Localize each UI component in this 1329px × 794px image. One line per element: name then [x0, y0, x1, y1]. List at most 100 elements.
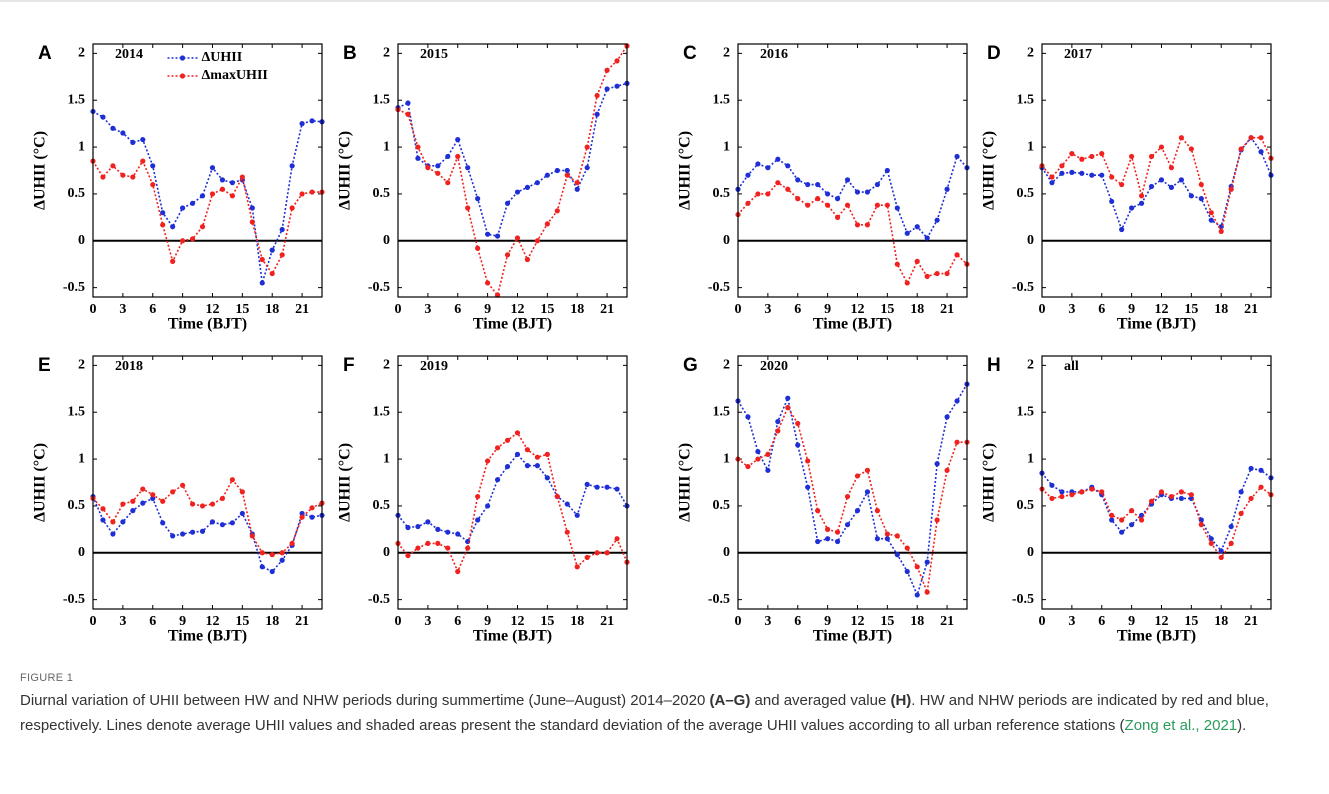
panel-title: 2015 [420, 47, 448, 62]
data-point [1099, 489, 1105, 495]
panel-letter: E [38, 355, 51, 376]
data-point [795, 442, 801, 448]
data-point [874, 508, 880, 514]
data-point [259, 550, 265, 556]
data-point [1069, 151, 1075, 157]
data-point [130, 498, 136, 504]
data-point [825, 191, 831, 197]
data-point [150, 181, 156, 188]
data-point [755, 191, 761, 197]
data-point [805, 202, 811, 208]
data-point [1079, 489, 1085, 495]
x-tick-label: 3 [424, 614, 431, 629]
y-tick-label: -0.5 [368, 280, 390, 295]
data-point [795, 177, 801, 183]
data-point [309, 514, 315, 520]
data-point [944, 467, 950, 473]
data-point [745, 200, 751, 206]
y-tick-label: 1.5 [713, 92, 731, 107]
data-point [209, 165, 216, 171]
data-point [934, 461, 940, 467]
y-axis-label: ΔUHII (°C) [677, 131, 694, 210]
data-point [884, 531, 890, 537]
data-point [745, 172, 751, 178]
caption-text: Diurnal variation of UHII between HW and… [20, 688, 1310, 738]
x-tick-label: 18 [1214, 614, 1228, 629]
data-point [755, 448, 761, 455]
data-point [765, 467, 771, 473]
caption-label: FIGURE 1 [20, 672, 74, 684]
x-tick-label: 3 [1068, 614, 1075, 629]
data-point [475, 493, 481, 500]
series-line [737, 405, 967, 596]
data-point [504, 200, 511, 206]
y-axis-label: ΔUHII (°C) [337, 443, 354, 522]
data-point [445, 180, 451, 186]
data-point [269, 247, 275, 253]
data-point [1119, 517, 1125, 523]
x-tick-label: 9 [484, 614, 491, 629]
data-point [924, 235, 930, 241]
data-point [219, 522, 226, 528]
series-line [1041, 486, 1272, 559]
data-point [1248, 495, 1254, 502]
x-tick-label: 6 [149, 614, 156, 629]
data-point [775, 418, 781, 425]
data-point [1138, 200, 1145, 206]
panel-letter: A [38, 43, 52, 64]
y-axis-label: ΔUHII (°C) [337, 131, 354, 210]
data-point [269, 568, 275, 575]
data-point [884, 536, 890, 542]
y-axis-label: ΔUHII (°C) [981, 131, 998, 210]
data-point [1069, 492, 1075, 498]
data-point [904, 230, 910, 236]
data-point [1158, 489, 1165, 495]
series-line [92, 110, 323, 284]
x-tick-label: 15 [235, 614, 249, 629]
data-point [1129, 522, 1135, 528]
data-point [1129, 508, 1135, 514]
panel: B 2015 -0.5 0 0.5 1 1.5 2 0 3 6 9 12 15 18 21 Time (BJT)… [337, 43, 630, 333]
data-point [425, 519, 431, 525]
data-point [785, 186, 791, 192]
data-point [170, 258, 176, 264]
y-tick-label: 2 [1027, 358, 1034, 373]
data-point [1129, 205, 1135, 211]
data-point [299, 514, 305, 520]
x-tick-label: 12 [1154, 614, 1168, 629]
data-point [854, 508, 861, 514]
y-tick-label: 0 [723, 233, 730, 248]
x-tick-label: 18 [265, 302, 279, 317]
y-axis-label: ΔUHII (°C) [677, 443, 694, 522]
data-point [259, 280, 265, 286]
legend-label: ΔUHII [202, 50, 243, 65]
legend-marker [179, 55, 186, 61]
data-point [524, 184, 531, 190]
data-point [834, 214, 841, 220]
x-tick-label: 12 [850, 614, 864, 629]
x-tick-label: 21 [1244, 302, 1258, 317]
caption-part: . HW and NHW periods are indicated by re… [20, 692, 1269, 734]
data-point [239, 489, 245, 495]
panel-letter: H [987, 355, 1001, 376]
data-point [299, 191, 305, 197]
data-point [954, 439, 960, 445]
x-tick-label: 6 [149, 302, 156, 317]
data-point [289, 163, 295, 169]
x-tick-label: 9 [179, 614, 186, 629]
data-point [904, 545, 910, 551]
citation-link[interactable]: Zong et al., 2021 [1124, 717, 1238, 734]
data-point [445, 529, 451, 535]
y-tick-label: 1.5 [1017, 404, 1035, 419]
data-point [465, 545, 471, 551]
data-point [844, 522, 851, 528]
data-point [140, 486, 146, 492]
data-point [405, 524, 411, 531]
data-point [1198, 522, 1204, 528]
data-point [584, 554, 590, 561]
x-tick-label: 3 [764, 614, 771, 629]
series-line [92, 496, 323, 573]
y-tick-label: 0.5 [1017, 498, 1035, 513]
data-point [1228, 523, 1234, 530]
data-point [1178, 495, 1184, 502]
